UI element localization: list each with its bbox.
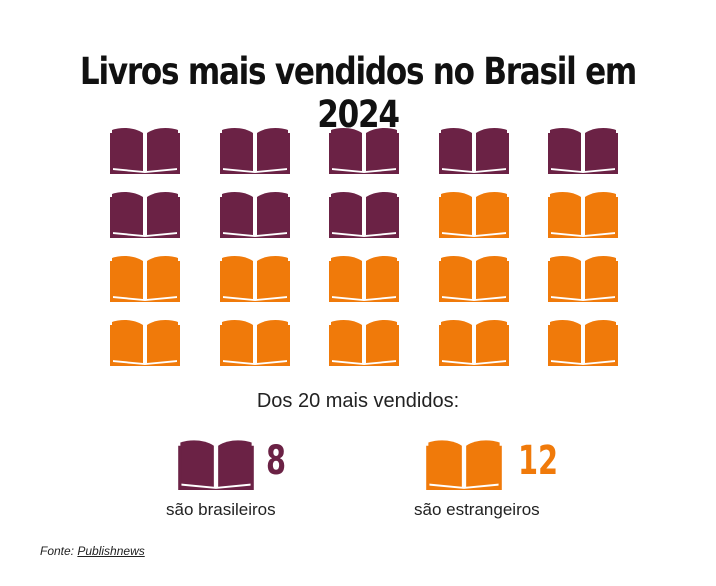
open-book-icon xyxy=(426,440,502,490)
open-book-icon xyxy=(178,440,254,490)
book-icon-foreign-15 xyxy=(548,256,618,302)
book-icon-foreign-19 xyxy=(438,320,509,366)
book-icon-foreign-11 xyxy=(110,256,180,302)
chart-title: Livros mais vendidos no Brasil em 2024 xyxy=(79,50,637,136)
book-icon-brazilian-6 xyxy=(110,192,180,238)
book-icon-foreign-9 xyxy=(438,192,509,238)
pictogram-grid xyxy=(110,124,618,366)
legend-label-brazilian: são brasileiros xyxy=(166,500,276,519)
book-icon-foreign-14 xyxy=(438,256,509,302)
book-icon-foreign-10 xyxy=(548,192,618,238)
source-note: Fonte: Publishnews xyxy=(40,544,145,558)
book-icon-brazilian-2 xyxy=(219,128,290,174)
chart-subtitle: Dos 20 mais vendidos: xyxy=(256,390,460,412)
book-icon-foreign-18 xyxy=(329,320,399,366)
book-icon-foreign-17 xyxy=(219,320,290,366)
book-icon-brazilian-3 xyxy=(329,128,399,174)
book-icon-brazilian-1 xyxy=(110,128,180,174)
book-icon-brazilian-4 xyxy=(438,128,509,174)
book-icon-foreign-16 xyxy=(110,320,180,366)
legend-label-foreign: são estrangeiros xyxy=(414,500,540,519)
source-prefix: Fonte: xyxy=(40,544,78,558)
book-icon-brazilian-8 xyxy=(329,192,399,238)
book-icon-brazilian-7 xyxy=(219,192,290,238)
source-link[interactable]: Publishnews xyxy=(77,544,145,558)
book-icon-foreign-13 xyxy=(329,256,399,302)
legend-count-brazilian: 8 xyxy=(266,438,287,484)
legend-count-foreign: 12 xyxy=(518,438,559,484)
book-icon-brazilian-5 xyxy=(548,128,618,174)
book-icon-foreign-12 xyxy=(219,256,290,302)
book-icon-foreign-20 xyxy=(548,320,618,366)
